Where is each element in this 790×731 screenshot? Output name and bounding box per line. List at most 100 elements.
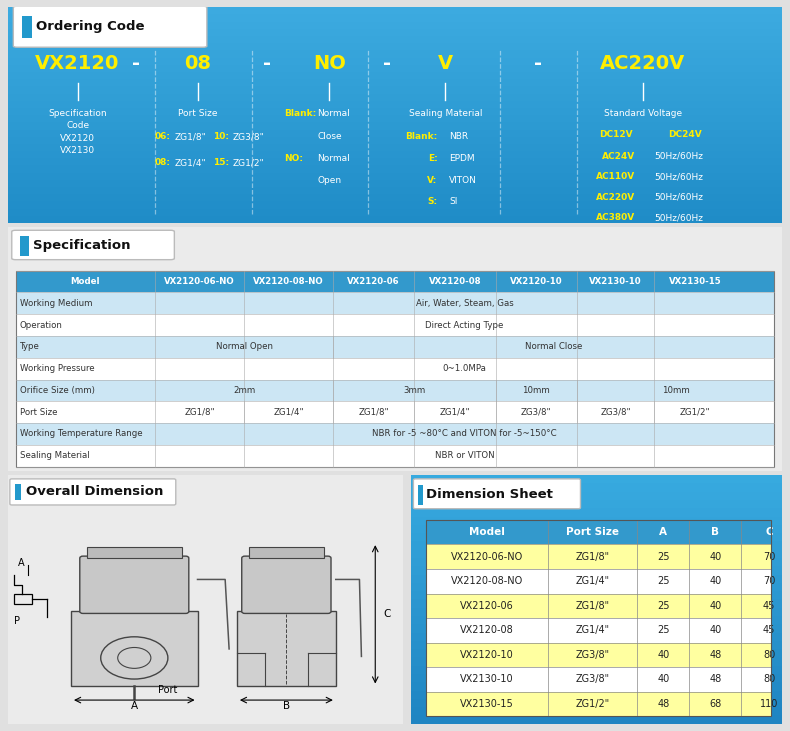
Text: Model: Model	[469, 527, 505, 537]
Text: ZG1/4": ZG1/4"	[273, 408, 304, 417]
Text: 50Hz/60Hz: 50Hz/60Hz	[654, 173, 703, 181]
Text: 110: 110	[760, 699, 778, 709]
Bar	[411, 492, 782, 500]
Bar	[411, 716, 782, 724]
Text: Normal: Normal	[318, 154, 350, 163]
FancyBboxPatch shape	[80, 556, 189, 613]
Text: VX2120-08: VX2120-08	[429, 277, 481, 286]
Text: 45: 45	[763, 625, 775, 635]
Text: -: -	[383, 54, 391, 73]
Text: EPDM: EPDM	[450, 154, 475, 163]
Bar	[411, 616, 782, 624]
FancyBboxPatch shape	[12, 230, 175, 260]
Bar	[8, 65, 782, 72]
Bar	[411, 558, 782, 567]
Bar	[411, 475, 782, 483]
Text: E:: E:	[428, 154, 438, 163]
Text: Ordering Code: Ordering Code	[36, 20, 145, 33]
FancyBboxPatch shape	[413, 479, 581, 509]
Text: ZG3/8": ZG3/8"	[600, 408, 631, 417]
Bar	[411, 483, 782, 492]
Bar	[411, 657, 782, 666]
Text: S:: S:	[427, 197, 438, 206]
Bar	[8, 194, 782, 202]
Text: NBR: NBR	[450, 132, 468, 141]
Text: ZG3/8": ZG3/8"	[521, 408, 551, 417]
Bar	[426, 594, 771, 618]
Text: 45: 45	[763, 601, 775, 611]
FancyBboxPatch shape	[0, 224, 790, 474]
Text: 06:: 06:	[155, 132, 171, 141]
Text: Specification: Specification	[32, 239, 130, 252]
Text: ZG1/8": ZG1/8"	[576, 601, 610, 611]
Bar	[8, 7, 782, 15]
Text: ZG1/2": ZG1/2"	[576, 699, 610, 709]
Text: A: A	[130, 701, 138, 711]
Text: 10mm: 10mm	[522, 386, 550, 395]
Bar	[16, 336, 774, 357]
Bar	[426, 520, 771, 716]
Text: Close: Close	[318, 132, 342, 141]
Text: 0~1.0MPa: 0~1.0MPa	[442, 364, 487, 373]
Text: 48: 48	[657, 699, 669, 709]
Text: VX2120-08-NO: VX2120-08-NO	[254, 277, 324, 286]
Text: 50Hz/60Hz: 50Hz/60Hz	[654, 193, 703, 202]
Bar	[411, 550, 782, 558]
Text: ZG3/8": ZG3/8"	[232, 132, 264, 141]
Bar	[411, 607, 782, 616]
Text: 08: 08	[184, 54, 211, 73]
Text: NO: NO	[313, 54, 346, 73]
Bar	[8, 137, 782, 144]
Text: Air, Water, Steam, Gas: Air, Water, Steam, Gas	[416, 299, 514, 308]
Text: 70: 70	[763, 552, 775, 561]
Bar	[16, 445, 774, 466]
FancyBboxPatch shape	[9, 479, 175, 505]
Text: 48: 48	[709, 650, 721, 660]
Bar	[411, 624, 782, 632]
Bar	[411, 583, 782, 591]
Bar	[411, 707, 782, 716]
Text: B: B	[711, 527, 719, 537]
Text: VX2130-10: VX2130-10	[460, 675, 514, 684]
FancyBboxPatch shape	[4, 473, 407, 726]
Text: Blank:: Blank:	[405, 132, 438, 141]
Text: 70: 70	[763, 576, 775, 586]
Text: ZG1/8": ZG1/8"	[184, 408, 215, 417]
Text: VX2120-10: VX2120-10	[460, 650, 514, 660]
Text: SI: SI	[450, 197, 457, 206]
Text: 25: 25	[657, 601, 670, 611]
Bar	[411, 682, 782, 691]
Text: Standard Voltage: Standard Voltage	[604, 109, 682, 118]
Text: ZG1/8": ZG1/8"	[576, 552, 610, 561]
Bar	[411, 666, 782, 674]
Text: C: C	[766, 527, 773, 537]
Text: Orifice Size (mm): Orifice Size (mm)	[20, 386, 94, 395]
Text: VX2120-10: VX2120-10	[510, 277, 562, 286]
Bar	[71, 611, 198, 686]
Bar	[8, 29, 782, 36]
Bar	[15, 484, 21, 500]
Bar	[16, 379, 774, 401]
Bar	[8, 151, 782, 159]
Bar	[8, 122, 782, 129]
Bar	[8, 22, 782, 29]
Bar	[426, 643, 771, 667]
Bar	[16, 314, 774, 336]
Text: P: P	[13, 616, 20, 626]
Bar	[8, 86, 782, 94]
Bar	[22, 16, 32, 37]
Text: ZG3/8": ZG3/8"	[576, 675, 610, 684]
FancyBboxPatch shape	[242, 556, 331, 613]
Text: ZG3/8": ZG3/8"	[576, 650, 610, 660]
Bar	[411, 575, 782, 583]
Text: VX2120-06: VX2120-06	[460, 601, 514, 611]
Text: DC24V: DC24V	[668, 130, 702, 139]
Text: ZG1/8": ZG1/8"	[359, 408, 389, 417]
Text: VX2120-06-NO: VX2120-06-NO	[451, 552, 523, 561]
Bar	[418, 485, 423, 505]
Bar	[411, 567, 782, 575]
Text: VX2130-15: VX2130-15	[668, 277, 721, 286]
Text: 10:: 10:	[213, 132, 229, 141]
Bar	[8, 201, 782, 208]
Bar	[411, 508, 782, 517]
